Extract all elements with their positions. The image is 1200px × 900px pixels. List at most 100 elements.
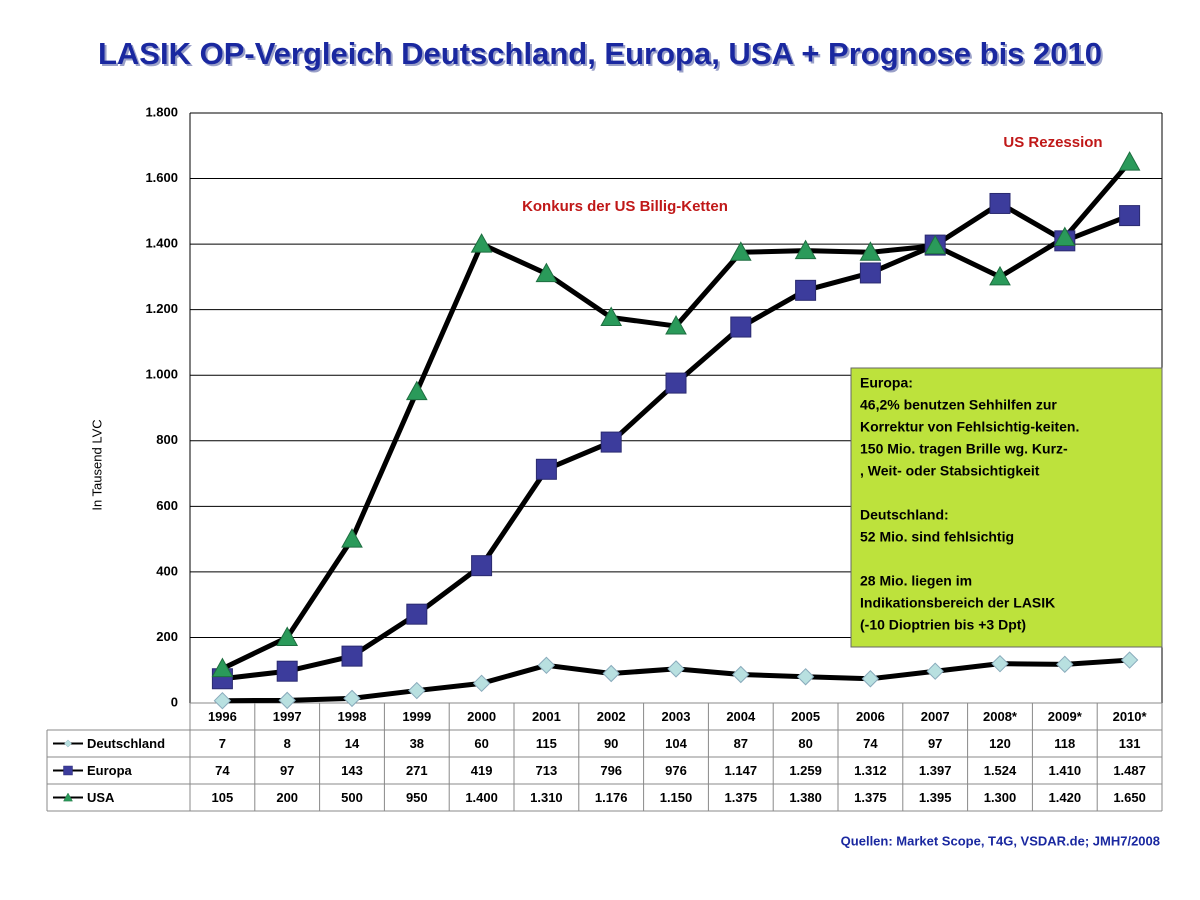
info-text: Indikationsbereich der LASIK (860, 595, 1055, 611)
x-tick-label: 2005 (791, 709, 820, 724)
x-tick-label: 2004 (726, 709, 756, 724)
chart-title: LASIK OP-Vergleich Deutschland, Europa, … (98, 36, 1102, 71)
y-tick-label: 1.200 (145, 301, 178, 316)
legend-label: Europa (87, 763, 133, 778)
data-label: 1.397 (919, 763, 952, 778)
data-label: 74 (863, 736, 878, 751)
marker (926, 662, 944, 680)
marker (600, 306, 623, 327)
marker (795, 279, 817, 301)
marker (989, 192, 1011, 214)
data-label: 143 (341, 763, 363, 778)
marker (537, 656, 556, 675)
marker (732, 665, 750, 684)
data-label: 74 (215, 763, 230, 778)
data-label: 115 (536, 736, 557, 751)
data-label: 80 (798, 736, 812, 751)
info-text: 52 Mio. sind fehlsichtig (860, 529, 1014, 545)
x-tick-label: 2000 (467, 709, 496, 724)
marker (405, 380, 428, 401)
marker (341, 528, 363, 548)
marker (730, 316, 752, 338)
marker (341, 645, 363, 667)
data-label: 104 (665, 736, 687, 751)
marker (1056, 655, 1074, 674)
marker (63, 792, 73, 802)
data-label: 105 (212, 790, 234, 805)
data-label: 97 (280, 763, 294, 778)
data-label: 1.487 (1113, 763, 1146, 778)
y-tick-label: 0 (171, 694, 178, 709)
data-label: 7 (219, 736, 226, 751)
x-tick-label: 1996 (208, 709, 237, 724)
marker (276, 626, 299, 646)
data-label: 1.312 (854, 763, 887, 778)
data-label: 950 (406, 790, 428, 805)
marker (408, 681, 426, 700)
marker (211, 657, 234, 678)
data-label: 1.650 (1113, 790, 1146, 805)
data-label: 1.176 (595, 790, 628, 805)
data-label: 500 (341, 790, 363, 805)
y-axis-label: In Tausend LVC (89, 419, 104, 510)
y-tick-label: 200 (156, 629, 178, 644)
data-label: 1.150 (660, 790, 693, 805)
y-tick-label: 1.600 (145, 170, 178, 185)
marker (602, 664, 620, 683)
data-label: 1.380 (789, 790, 822, 805)
marker (276, 660, 298, 682)
marker (796, 668, 815, 686)
marker (213, 691, 232, 710)
marker (406, 603, 428, 625)
data-label: 1.395 (919, 790, 952, 805)
data-label: 713 (536, 763, 558, 778)
legend-marker (64, 739, 72, 748)
data-label: 1.147 (725, 763, 758, 778)
y-tick-label: 800 (156, 432, 178, 447)
marker (665, 372, 687, 394)
marker (859, 262, 881, 284)
data-label: 1.410 (1049, 763, 1082, 778)
x-tick-label: 1998 (338, 709, 367, 724)
data-label: 131 (1119, 736, 1141, 751)
data-label: 1.300 (984, 790, 1017, 805)
info-text: 150 Mio. tragen Brille wg. Kurz- (860, 441, 1068, 457)
info-box (850, 367, 1163, 648)
marker (1053, 226, 1076, 247)
x-tick-label: 2008* (983, 709, 1018, 724)
data-label: 200 (276, 790, 298, 805)
info-text: 46,2% benutzen Sehhilfen zur (860, 397, 1057, 413)
x-tick-label: 2006 (856, 709, 885, 724)
annotation: US Rezession (1003, 134, 1102, 151)
x-tick-label: 2001 (532, 709, 561, 724)
data-label: 60 (474, 736, 488, 751)
data-label: 271 (406, 763, 428, 778)
data-label: 118 (1054, 736, 1075, 751)
data-label: 976 (665, 763, 687, 778)
marker (665, 315, 687, 335)
marker (794, 239, 817, 260)
marker (1119, 205, 1141, 227)
marker (64, 739, 72, 748)
marker (278, 691, 296, 710)
marker (600, 431, 622, 453)
data-label: 1.375 (725, 790, 758, 805)
legend-label: Deutschland (87, 736, 165, 751)
x-tick-label: 2009* (1048, 709, 1083, 724)
data-label: 8 (284, 736, 291, 751)
annotation: Konkurs der US Billig-Ketten (522, 198, 728, 215)
x-tick-label: 2007 (921, 709, 950, 724)
x-tick-label: 1997 (273, 709, 302, 724)
source: Quellen: Market Scope, T4G, VSDAR.de; JM… (841, 833, 1160, 848)
x-tick-label: 2010* (1113, 709, 1148, 724)
marker (535, 458, 557, 480)
data-label: 1.375 (854, 790, 887, 805)
marker (1120, 651, 1139, 669)
marker (1118, 151, 1141, 171)
y-tick-label: 1.800 (145, 104, 178, 119)
legend-label: USA (87, 790, 115, 805)
title-shadow: LASIK OP-Vergleich Deutschland, Europa, … (100, 38, 1104, 73)
data-label: 419 (471, 763, 493, 778)
marker (989, 265, 1011, 286)
